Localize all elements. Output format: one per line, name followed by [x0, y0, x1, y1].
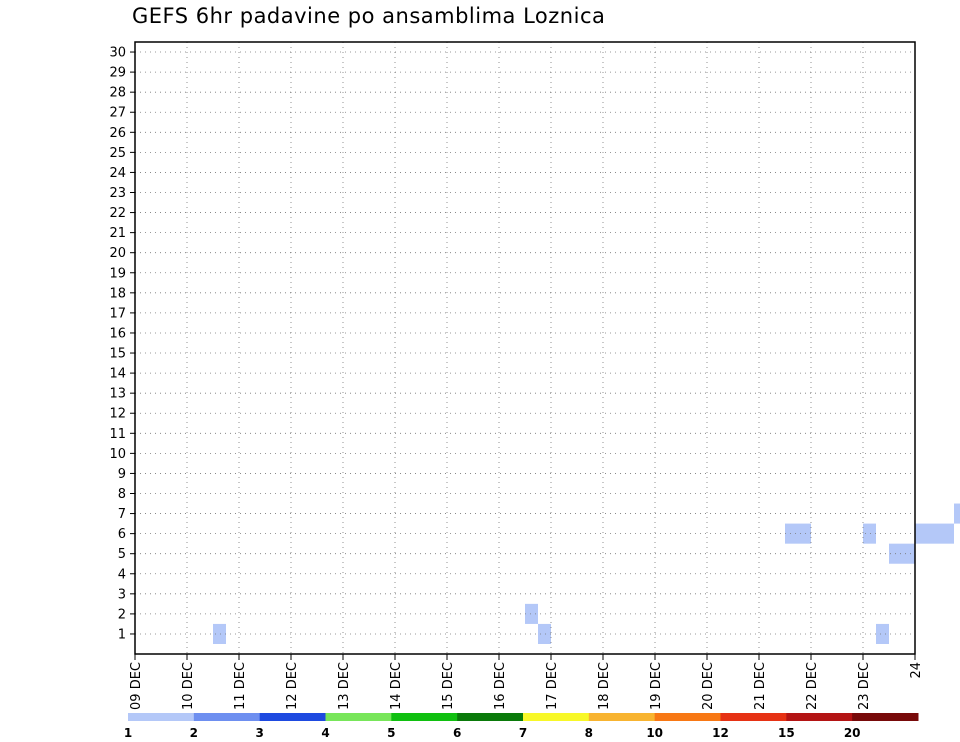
- y-tick-label: 30: [109, 46, 126, 61]
- y-tick-label: 10: [109, 447, 126, 462]
- x-tick-label: 21 DEC: [753, 662, 768, 710]
- x-tick-label: 09 DEC: [129, 662, 144, 710]
- colorbar-label: 3: [255, 726, 263, 740]
- colorbar-swatch: [786, 713, 853, 721]
- y-tick-label: 19: [109, 266, 126, 281]
- precip-cell: [902, 543, 915, 564]
- y-tick-label: 25: [109, 146, 126, 161]
- y-tick-label: 11: [109, 427, 126, 442]
- x-tick-labels: 09 DEC 10 DEC 11 DEC 12 DEC 13 DEC 14 DEC 15 D…: [129, 662, 924, 710]
- y-tick-label: 3: [118, 587, 126, 602]
- x-tick-label: 16 DEC: [493, 662, 508, 710]
- colorbar-swatch: [523, 713, 590, 721]
- y-tick-label: 23: [109, 186, 126, 201]
- x-tick-label: 10 DEC: [181, 662, 196, 710]
- ticks-layer: [130, 51, 916, 660]
- x-tick-label: 17 DEC: [545, 662, 560, 710]
- colorbar-swatch: [457, 713, 524, 721]
- colorbar-swatch: [259, 713, 326, 721]
- y-tick-label: 15: [109, 347, 126, 362]
- x-tick-label: 14 DEC: [389, 662, 404, 710]
- y-tick-label: 17: [109, 306, 126, 321]
- precip-cell: [954, 503, 960, 524]
- precip-cell: [538, 623, 551, 644]
- colorbar: 1 2 3 4 5 6 7 8 10 12 15 20: [124, 713, 919, 740]
- y-tick-label: 8: [118, 487, 126, 502]
- y-tick-label: 4: [118, 567, 126, 582]
- colorbar-label: 6: [453, 726, 461, 740]
- x-tick-label: 15 DEC: [441, 662, 456, 710]
- x-tick-label: 13 DEC: [337, 662, 352, 710]
- x-tick-label: 20 DEC: [701, 662, 716, 710]
- y-tick-label: 21: [109, 226, 126, 241]
- plot-frame: [134, 41, 916, 655]
- precip-cell: [941, 523, 954, 544]
- y-tick-label: 28: [109, 86, 126, 101]
- x-tick-label: 11 DEC: [233, 662, 248, 710]
- colorbar-swatch: [391, 713, 458, 721]
- y-tick-label: 5: [118, 547, 126, 562]
- colorbar-label: 15: [778, 726, 795, 740]
- y-tick-label: 9: [118, 467, 126, 482]
- colorbar-swatch: [654, 713, 721, 721]
- y-tick-label: 7: [118, 507, 126, 522]
- colorbar-swatch: [128, 713, 195, 721]
- precip-cell: [213, 623, 226, 644]
- y-tick-label: 20: [109, 246, 126, 261]
- colorbar-label: 20: [844, 726, 861, 740]
- colorbar-swatch: [193, 713, 261, 721]
- x-tick-label: 22 DEC: [805, 662, 820, 710]
- colorbar-label: 4: [321, 726, 329, 740]
- precip-cell: [915, 523, 928, 544]
- y-tick-label: 2: [118, 607, 126, 622]
- precip-cell: [928, 523, 941, 544]
- y-tick-label: 22: [109, 206, 126, 221]
- colorbar-label: 7: [519, 726, 527, 740]
- y-tick-label: 13: [109, 387, 126, 402]
- colorbar-label: 5: [387, 726, 395, 740]
- y-tick-label: 18: [109, 286, 126, 301]
- y-tick-label: 16: [109, 326, 126, 341]
- x-tick-label: 12 DEC: [285, 662, 300, 710]
- x-tick-label: 18 DEC: [597, 662, 612, 710]
- colorbar-swatch: [325, 713, 392, 721]
- y-tick-label: 27: [109, 106, 126, 121]
- y-tick-label: 14: [109, 367, 126, 382]
- y-tick-labels: 1234567891011121314151617181920212223242…: [109, 46, 126, 643]
- precip-cell: [863, 523, 876, 544]
- x-tick-label: 23 DEC: [857, 662, 872, 710]
- precip-cell: [785, 523, 798, 544]
- chart-title: GEFS 6hr padavine po ansamblima Loznica: [132, 4, 606, 28]
- y-tick-label: 1: [118, 627, 126, 642]
- colorbar-swatch: [588, 713, 656, 721]
- cells-layer: [213, 503, 960, 644]
- y-tick-label: 24: [109, 166, 126, 181]
- precip-cell: [525, 603, 538, 624]
- precip-cell: [798, 523, 811, 544]
- y-tick-label: 12: [109, 407, 126, 422]
- y-tick-label: 6: [118, 527, 126, 542]
- colorbar-label: 2: [190, 726, 198, 740]
- colorbar-label: 10: [646, 726, 663, 740]
- colorbar-label: 1: [124, 726, 132, 740]
- colorbar-swatch: [852, 713, 919, 721]
- colorbar-label: 8: [585, 726, 593, 740]
- colorbar-label: 12: [712, 726, 729, 740]
- x-tick-label: 19 DEC: [649, 662, 664, 710]
- y-tick-label: 29: [109, 66, 126, 81]
- y-tick-label: 26: [109, 126, 126, 141]
- grid-layer: [135, 42, 915, 654]
- colorbar-swatch: [720, 713, 787, 721]
- precip-cell: [876, 623, 889, 644]
- x-tick-label: 24: [909, 662, 924, 679]
